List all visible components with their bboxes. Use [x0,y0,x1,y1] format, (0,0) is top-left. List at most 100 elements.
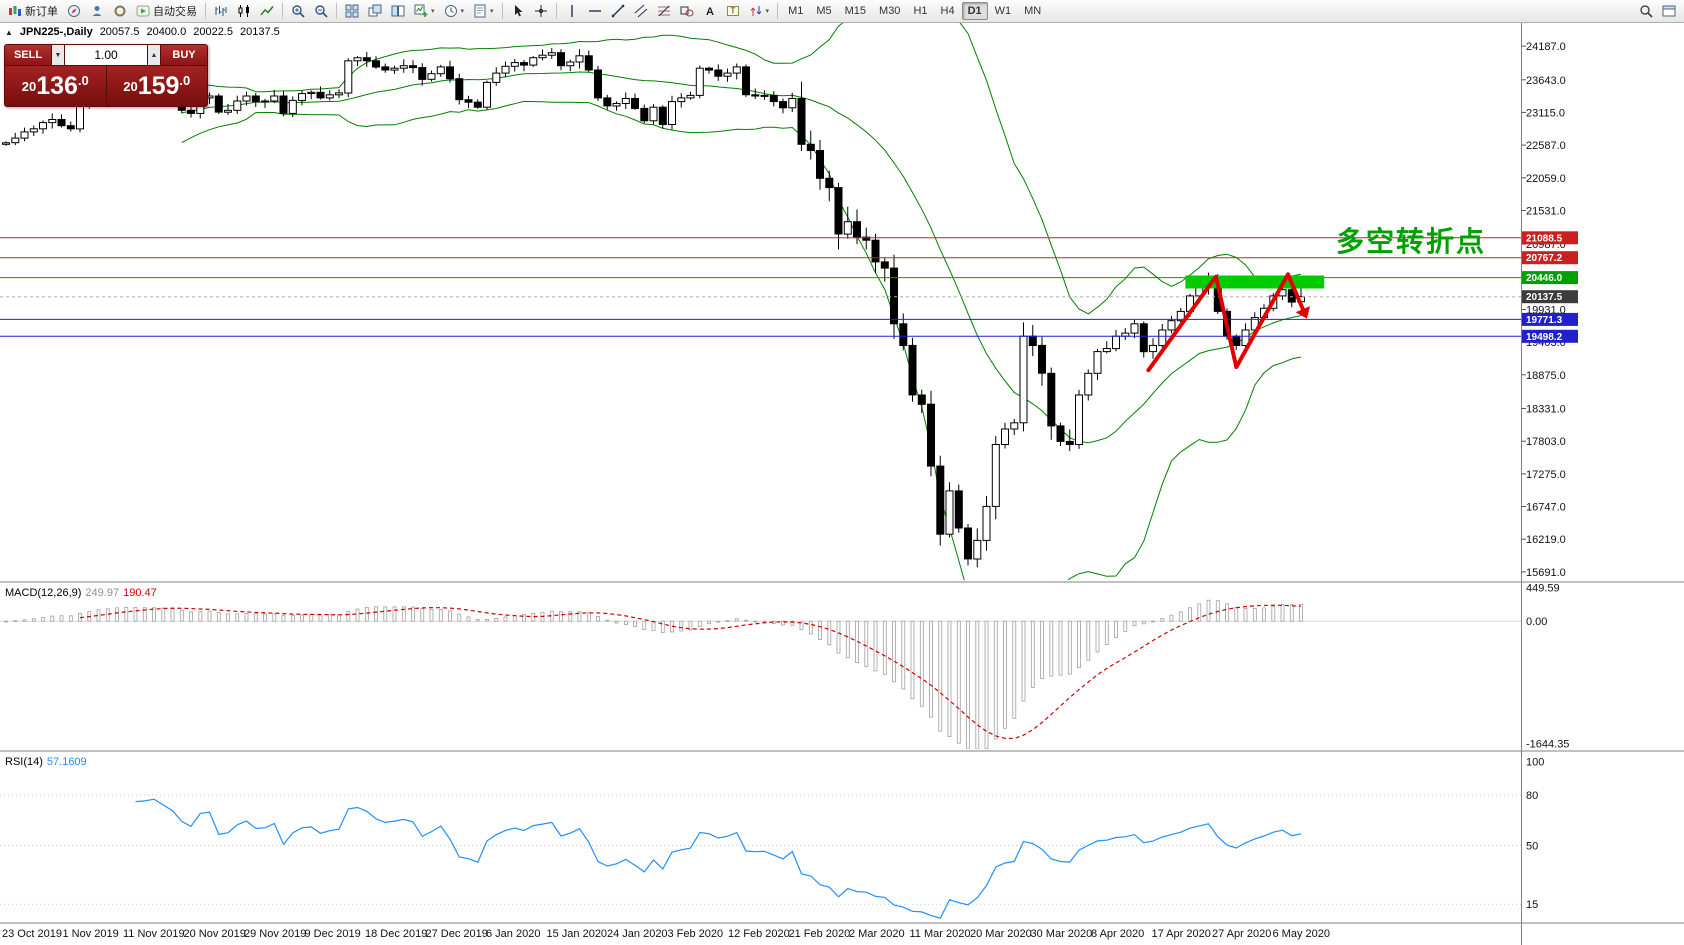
timeframe-m5-button[interactable]: M5 [810,2,837,20]
svg-text:27 Dec 2019: 27 Dec 2019 [426,928,488,940]
new-chart-button[interactable]: ▾ [410,1,439,21]
arrows-button[interactable]: ▾ [745,1,774,21]
svg-text:449.59: 449.59 [1526,583,1560,595]
channel-button[interactable] [630,1,652,21]
ohlc-high: 20400.0 [146,26,187,38]
timeframe-w1-button[interactable]: W1 [989,2,1018,20]
line-chart-button[interactable] [256,1,278,21]
templates-button[interactable]: ▾ [469,1,498,21]
record-icon [113,4,127,18]
volume-decrease-button[interactable]: ▼ [51,45,65,65]
svg-text:11 Mar 2020: 11 Mar 2020 [910,928,971,940]
macd-indicator-label: MACD(12,26,9) 249.97 190.47 [5,587,157,599]
price-tag [1522,251,1578,265]
user-icon [90,4,104,18]
timeframe-m15-button[interactable]: M15 [839,2,872,20]
search-button[interactable] [1635,1,1657,21]
trendline-button[interactable] [607,1,629,21]
svg-text:29 Nov 2019: 29 Nov 2019 [244,928,306,940]
macd-name: MACD(12,26,9) [5,587,82,599]
timeframe-mn-button[interactable]: MN [1018,2,1047,20]
candlestick-chart-button[interactable] [233,1,255,21]
svg-text:24 Jan 2020: 24 Jan 2020 [607,928,668,940]
svg-text:20767.2: 20767.2 [1526,253,1563,264]
dropdown-caret-icon: ▾ [431,7,435,15]
svg-text:2 Mar 2020: 2 Mar 2020 [849,928,905,940]
trade-panel-prices: 20 136.0 20 159.0 [5,66,207,106]
buy-button[interactable]: BUY [161,45,207,65]
shapes-button[interactable] [676,1,698,21]
svg-text:22587.0: 22587.0 [1526,140,1566,152]
horizontal-line-button[interactable] [584,1,606,21]
axes[interactable]: 24187.0 23643.0 23115.0 22587.0 22059.0 21531… [0,23,1684,945]
chart-canvas[interactable]: 多空转折点 24187.0 23643.0 23115.0 22587.0 22059.0… [0,23,1684,945]
timeframe-m1-button[interactable]: M1 [782,2,809,20]
autotrading-button[interactable]: 自动交易 [132,1,201,21]
rsi-name: RSI(14) [5,756,43,768]
user-community-button[interactable] [86,1,108,21]
profiles-button[interactable]: ▾ [440,1,469,21]
svg-text:24187.0: 24187.0 [1526,41,1566,53]
window-button[interactable] [1658,1,1680,21]
rsi-value: 57.1609 [46,756,87,768]
volume-input[interactable] [65,45,147,65]
annotation-text[interactable]: 多空转折点 [1336,225,1486,257]
candlechart-icon [237,4,251,18]
svg-text:18875.0: 18875.0 [1526,370,1566,382]
svg-text:20446.0: 20446.0 [1526,273,1563,284]
volume-increase-button[interactable]: ▲ [147,45,161,65]
cursor-icon [511,4,525,18]
arrange-windows-button[interactable] [387,1,409,21]
ring-button[interactable] [109,1,131,21]
svg-text:20 Mar 2020: 20 Mar 2020 [970,928,1032,940]
cascade-windows-button[interactable] [364,1,386,21]
channel-icon [634,4,648,18]
svg-text:21 Feb 2020: 21 Feb 2020 [789,928,851,940]
fibonacci-button[interactable] [653,1,675,21]
svg-text:0.00: 0.00 [1526,616,1547,628]
toolbar-separator [501,3,503,19]
cursor-button[interactable] [507,1,529,21]
svg-text:50: 50 [1526,840,1538,852]
zoom-in-button[interactable] [287,1,309,21]
textA-icon: A [703,4,717,18]
zigzag-trend-annotation[interactable] [1146,272,1306,373]
vertical-line-button[interactable] [561,1,583,21]
resistance-zone-rect[interactable] [1185,275,1325,289]
compass-button[interactable] [63,1,85,21]
barchart-icon [214,4,228,18]
toolbar-button-label: 自动交易 [153,6,197,18]
svg-text:22059.0: 22059.0 [1526,173,1566,185]
timeframe-h1-button[interactable]: H1 [907,2,933,20]
vline-icon [565,4,579,18]
compass-icon [67,4,81,18]
price-digits: 159 [137,71,180,100]
timeframe-m30-button[interactable]: M30 [873,2,906,20]
labelT-icon: T [726,4,740,18]
svg-text:A: A [706,6,714,18]
text-button[interactable]: A [699,1,721,21]
ohlc-close: 20137.5 [239,26,280,38]
tile-windows-button[interactable] [341,1,363,21]
crosshair-icon [534,4,548,18]
crosshair-button[interactable] [530,1,552,21]
ohlc-low: 20022.5 [193,26,233,38]
sell-price-button[interactable]: 20 136.0 [5,66,106,106]
buy-price-button[interactable]: 20 159.0 [105,66,207,106]
svg-text:20 Nov 2019: 20 Nov 2019 [184,928,246,940]
sell-button[interactable]: SELL [5,45,51,65]
collapse-panel-arrow[interactable]: ▲ [5,27,13,37]
bar-chart-button[interactable] [210,1,232,21]
svg-text:23115.0: 23115.0 [1526,107,1565,119]
arrows-icon [749,4,763,18]
zoom-out-button[interactable] [310,1,332,21]
new-order-button[interactable]: 新订单 [4,1,62,21]
rsi-plot [0,794,1521,919]
svg-text:23 Oct 2019: 23 Oct 2019 [2,928,62,940]
text-label-button[interactable]: T [722,1,744,21]
timeframe-h4-button[interactable]: H4 [935,2,961,20]
timeframe-d1-button[interactable]: D1 [961,2,988,20]
